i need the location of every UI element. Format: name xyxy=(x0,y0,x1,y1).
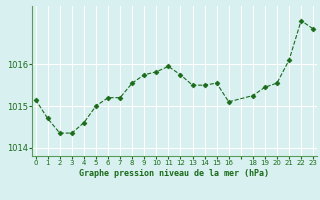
X-axis label: Graphe pression niveau de la mer (hPa): Graphe pression niveau de la mer (hPa) xyxy=(79,169,269,178)
